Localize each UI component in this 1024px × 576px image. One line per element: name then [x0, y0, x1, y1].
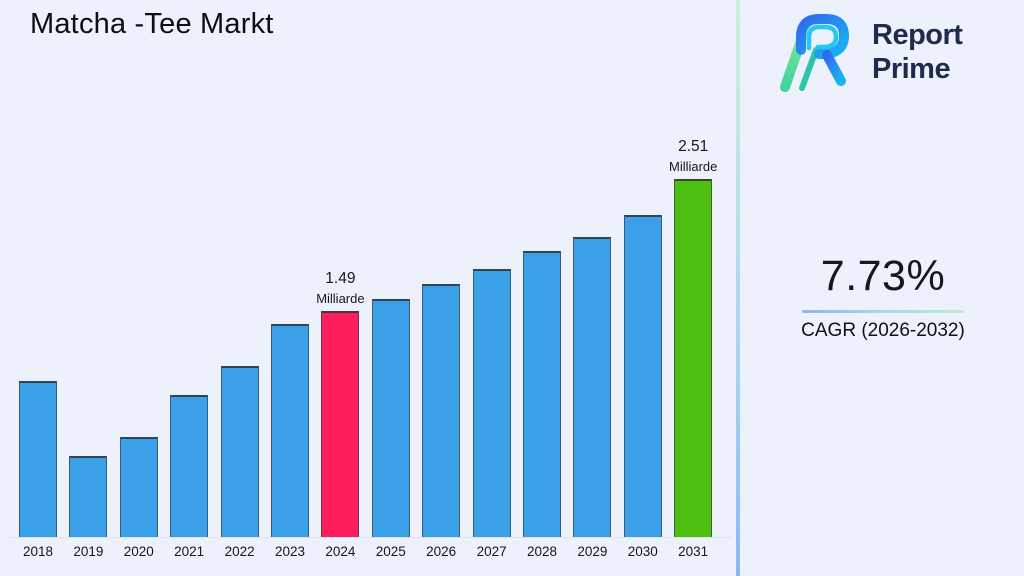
- cagr-underline: [802, 310, 964, 313]
- bar-2021: [170, 395, 209, 537]
- cagr-value: 7.73%: [820, 252, 946, 300]
- annotation-unit: Milliarde: [316, 291, 365, 306]
- x-axis-label-2026: 2026: [426, 544, 457, 559]
- bar-2020: [119, 437, 158, 537]
- report-prime-logo: Report Prime: [780, 8, 963, 92]
- bar-2024: [321, 311, 360, 537]
- x-axis-label-2019: 2019: [73, 544, 104, 559]
- annotation-unit: Milliarde: [668, 159, 718, 174]
- x-axis-label-2030: 2030: [627, 544, 658, 559]
- bar-value-label-2024: 1.49 Milliarde: [292, 270, 388, 306]
- page-title: Matcha -Tee Markt: [30, 8, 274, 40]
- annotation-value: 2.51: [678, 138, 709, 155]
- bar-2027: [472, 269, 511, 537]
- annotation-value: 1.49: [325, 270, 356, 287]
- x-axis-label-2027: 2027: [476, 544, 507, 559]
- x-axis-label-2028: 2028: [526, 544, 558, 559]
- x-axis-label-2022: 2022: [224, 544, 255, 559]
- cagr-label: CAGR (2026-2032): [801, 320, 965, 341]
- logo-wordmark: Report Prime: [872, 18, 963, 86]
- bar-2029: [573, 237, 612, 537]
- x-axis-label-2018: 2018: [22, 544, 54, 559]
- bar-2019: [69, 456, 108, 537]
- bar-2026: [422, 284, 461, 537]
- x-axis-label-2031: 2031: [678, 544, 709, 559]
- bar-2031: [674, 179, 713, 537]
- bar-2018: [19, 381, 57, 537]
- x-axis-label-2020: 2020: [123, 544, 154, 559]
- x-axis-line: [6, 537, 732, 538]
- x-axis-label-2024: 2024: [325, 544, 356, 559]
- report-prime-logo-icon: [780, 14, 849, 92]
- x-axis-label-2025: 2025: [375, 544, 406, 559]
- bar-2028: [523, 251, 561, 537]
- vertical-divider: [736, 0, 740, 576]
- logo-word-report: Report: [872, 19, 963, 51]
- bar-2023: [271, 324, 309, 537]
- logo-word-prime: Prime: [872, 53, 951, 85]
- x-axis-label-2023: 2023: [274, 544, 306, 559]
- bar-2030: [623, 215, 662, 537]
- cagr-stat: 7.73% CAGR (2026-2032): [759, 252, 1007, 342]
- x-axis-label-2021: 2021: [174, 544, 205, 559]
- bar-value-label-2031: 2.51 Milliarde: [645, 138, 741, 174]
- bar-2025: [371, 299, 410, 537]
- x-axis-label-2029: 2029: [577, 544, 608, 559]
- bar-2022: [220, 366, 259, 537]
